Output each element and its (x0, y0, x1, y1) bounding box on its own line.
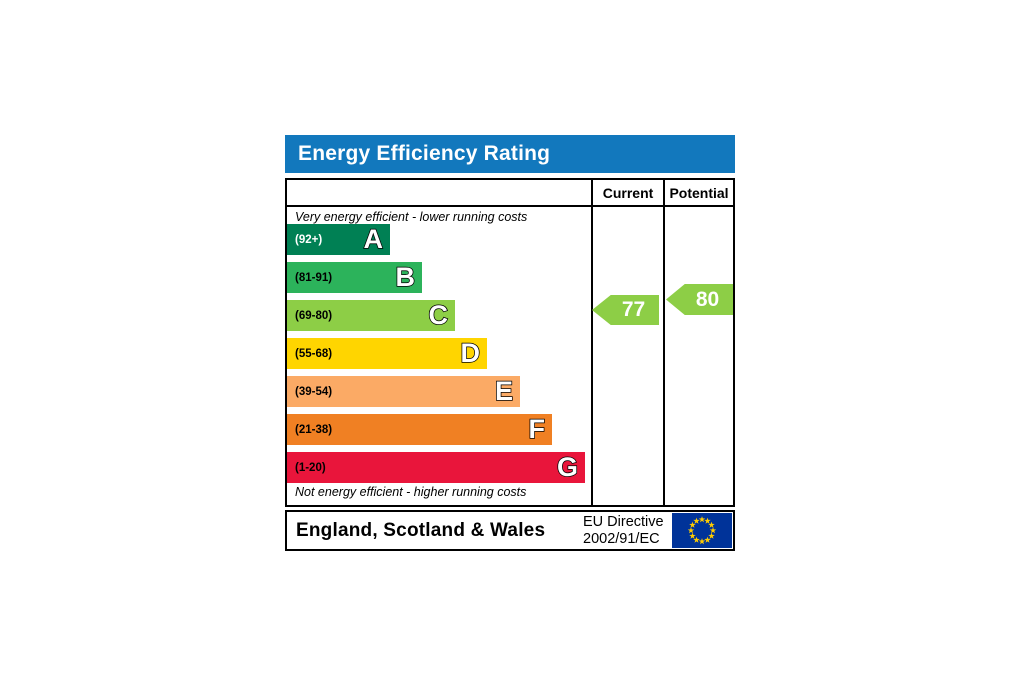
energy-efficiency-rating-chart: Energy Efficiency Rating Current Potenti… (283, 133, 735, 551)
bottom-note: Not energy efficient - higher running co… (295, 485, 527, 499)
band-letter: G (556, 451, 579, 483)
band-letter: D (460, 337, 481, 369)
band-range-label: (55-68) (295, 347, 333, 360)
current-column-divider (591, 180, 593, 505)
band-range-label: (92+) (295, 233, 323, 246)
band-letter: B (395, 261, 416, 293)
top-note: Very energy efficient - lower running co… (295, 210, 528, 224)
band-row: (21-38) F (287, 413, 552, 445)
potential-column-divider (663, 180, 665, 505)
band-range-label: (39-54) (295, 385, 333, 398)
band-row: (39-54) E (287, 375, 520, 407)
current-rating-value: 77 (621, 298, 646, 321)
header-divider (287, 205, 733, 207)
band-row: (92+) A (287, 223, 390, 255)
chart-title: Energy Efficiency Rating (298, 142, 551, 165)
region-label: England, Scotland & Wales (296, 519, 546, 541)
band-range-label: (21-38) (295, 423, 333, 436)
eu-directive-label: EU Directive 2002/91/EC (583, 514, 664, 548)
band-range-label: (1-20) (295, 461, 326, 474)
band-range-label: (81-91) (295, 271, 333, 284)
current-column-header: Current (602, 184, 654, 201)
band-row: (1-20) G (287, 451, 585, 483)
eu-directive-line1: EU Directive (583, 514, 664, 530)
band-row: (81-91) B (287, 261, 422, 293)
chart-footer: England, Scotland & Wales EU Directive 2… (285, 510, 735, 551)
band-row: (55-68) D (287, 337, 487, 369)
potential-column-header: Potential (669, 184, 729, 201)
band-letter: E (494, 375, 514, 407)
band-range-label: (69-80) (295, 309, 333, 322)
band-row: (69-80) C (287, 299, 455, 331)
band-letter: A (363, 223, 384, 255)
chart-title-bar: Energy Efficiency Rating (285, 135, 735, 173)
potential-rating-value: 80 (695, 287, 720, 311)
band-letter: F (528, 413, 546, 445)
band-letter: C (428, 299, 449, 331)
rating-table: Current Potential Very energy efficient … (285, 178, 735, 507)
eu-directive-line2: 2002/91/EC (583, 531, 660, 547)
eu-flag-icon (672, 513, 732, 548)
